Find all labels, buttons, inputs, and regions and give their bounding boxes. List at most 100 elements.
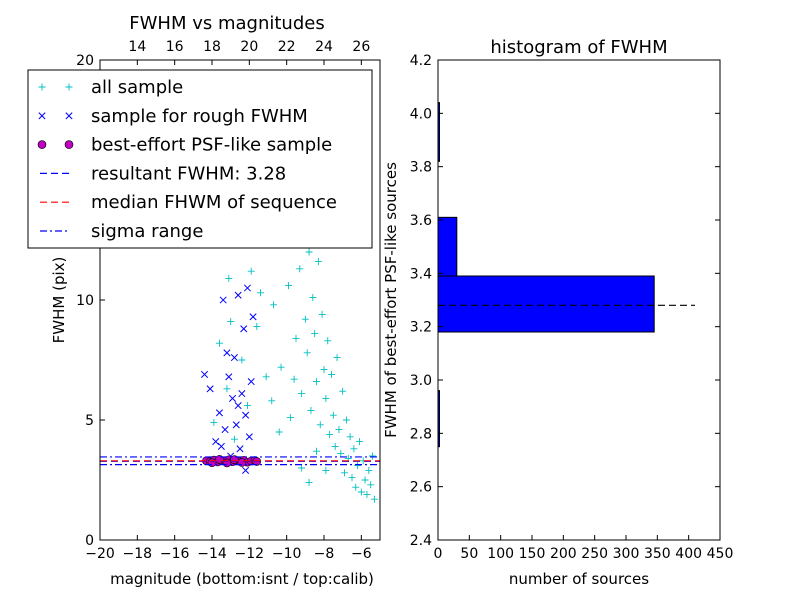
histogram-y-tick-label: 3.0 — [410, 373, 432, 389]
scatter-point — [212, 438, 220, 446]
scatter-panel: −20−18−16−14−12−10−8−6051015201416182022… — [27, 13, 381, 588]
scatter-point — [217, 442, 225, 450]
scatter-point — [322, 394, 330, 402]
histogram-frame — [437, 59, 721, 541]
scatter-point — [223, 349, 231, 357]
scatter-point — [234, 402, 242, 410]
scatter-point — [305, 478, 313, 486]
scatter-point — [285, 282, 293, 290]
scatter-point — [225, 274, 233, 282]
scatter-point — [223, 385, 231, 393]
scatter-point — [333, 354, 341, 362]
scatter-ticks: −20−18−16−14−12−10−8−6051015201416182022… — [76, 39, 372, 562]
scatter-point — [303, 349, 311, 357]
legend-marker — [38, 83, 46, 91]
scatter-legend: all sample sample for rough FWHM best-effo… — [27, 69, 373, 249]
histogram-x-tick-label: 50 — [460, 546, 478, 562]
scatter-point — [314, 258, 322, 266]
legend-marker — [38, 112, 46, 120]
scatter-title: FWHM vs magnitudes — [129, 13, 324, 34]
histogram-x-tick-label: 200 — [550, 546, 577, 562]
scatter-top-tick-label: 20 — [240, 39, 258, 55]
scatter-point — [337, 450, 345, 458]
scatter-point — [215, 409, 224, 417]
histogram-y-tick-label: 2.6 — [410, 480, 432, 496]
histogram-y-tick-label: 2.8 — [410, 426, 432, 442]
scatter-point — [286, 414, 294, 422]
scatter-point — [253, 322, 261, 330]
legend-marker — [64, 140, 74, 149]
histogram-y-tick-label: 4.2 — [410, 53, 432, 69]
histogram-y-tick-label: 3.6 — [410, 213, 432, 229]
scatter-point — [292, 334, 300, 342]
legend-label: sample for rough FWHM — [91, 106, 308, 127]
legend-marker — [37, 140, 47, 149]
histogram-x-tick-label: 450 — [707, 546, 734, 562]
legend-label: median FHWM of sequence — [91, 192, 337, 213]
scatter-y-tick-label: 0 — [85, 533, 94, 549]
scatter-x-tick-label: −6 — [351, 546, 372, 562]
scatter-point — [290, 375, 298, 383]
scatter-point — [210, 418, 218, 426]
histogram-ticks: 0 50 100 150 200 250 300 350 400 4502.42.62.83.03… — [410, 53, 734, 562]
scatter-x-tick-label: −18 — [123, 546, 153, 562]
scatter-point — [357, 488, 365, 496]
scatter-point — [365, 466, 373, 474]
scatter-point — [361, 476, 369, 484]
scatter-point — [296, 265, 304, 273]
scatter-point — [322, 466, 330, 474]
scatter-point — [301, 315, 309, 323]
scatter-point — [228, 394, 237, 402]
scatter-point — [230, 435, 238, 443]
scatter-point — [243, 284, 252, 292]
scatter-point — [268, 397, 276, 405]
scatter-x-tick-label: −8 — [314, 546, 335, 562]
scatter-top-tick-label: 16 — [166, 39, 184, 55]
histogram-x-tick-label: 350 — [644, 546, 671, 562]
scatter-point — [346, 433, 354, 441]
legend-box — [27, 69, 373, 249]
scatter-point — [348, 474, 356, 482]
histogram-y-tick-label: 4.0 — [410, 106, 432, 122]
scatter-point — [298, 390, 306, 398]
scatter-point — [230, 354, 238, 362]
scatter-point — [367, 481, 375, 489]
scatter-top-tick-label: 18 — [203, 39, 221, 55]
scatter-point — [242, 411, 250, 419]
scatter-point — [329, 411, 337, 419]
scatter-point — [238, 356, 246, 364]
scatter-point — [327, 370, 335, 378]
histogram-y-tick-label: 3.2 — [410, 320, 432, 336]
scatter-point — [369, 452, 377, 460]
scatter-point — [207, 458, 217, 468]
scatter-point — [316, 421, 324, 429]
legend-marker — [65, 83, 73, 91]
legend-label: sigma range — [91, 221, 203, 242]
histogram-x-tick-label: 150 — [519, 546, 546, 562]
histogram-y-tick-label: 3.4 — [410, 266, 432, 282]
scatter-point — [320, 366, 328, 374]
scatter-point — [298, 464, 306, 472]
scatter-point — [341, 469, 349, 477]
scatter-point — [247, 378, 255, 386]
scatter-point — [350, 445, 358, 453]
scatter-point — [352, 483, 360, 491]
legend-marker — [65, 112, 73, 120]
scatter-point — [309, 294, 317, 302]
scatter-point — [318, 310, 326, 318]
histogram-data-layer — [437, 102, 695, 448]
scatter-point — [313, 378, 321, 386]
histogram-bar — [437, 275, 655, 333]
scatter-y-tick-label: 10 — [76, 293, 94, 309]
scatter-top-tick-label: 24 — [315, 39, 333, 55]
scatter-point — [237, 458, 247, 467]
scatter-point — [335, 426, 343, 434]
scatter-point — [354, 462, 362, 470]
scatter-x-tick-label: −16 — [160, 546, 190, 562]
scatter-y-tick-label: 20 — [76, 53, 94, 69]
scatter-y-axis-label: FWHM (pix) — [50, 257, 68, 344]
scatter-data-layer — [100, 70, 380, 503]
scatter-point — [200, 370, 209, 378]
histogram-x-tick-label: 400 — [675, 546, 702, 562]
scatter-point — [215, 339, 223, 347]
